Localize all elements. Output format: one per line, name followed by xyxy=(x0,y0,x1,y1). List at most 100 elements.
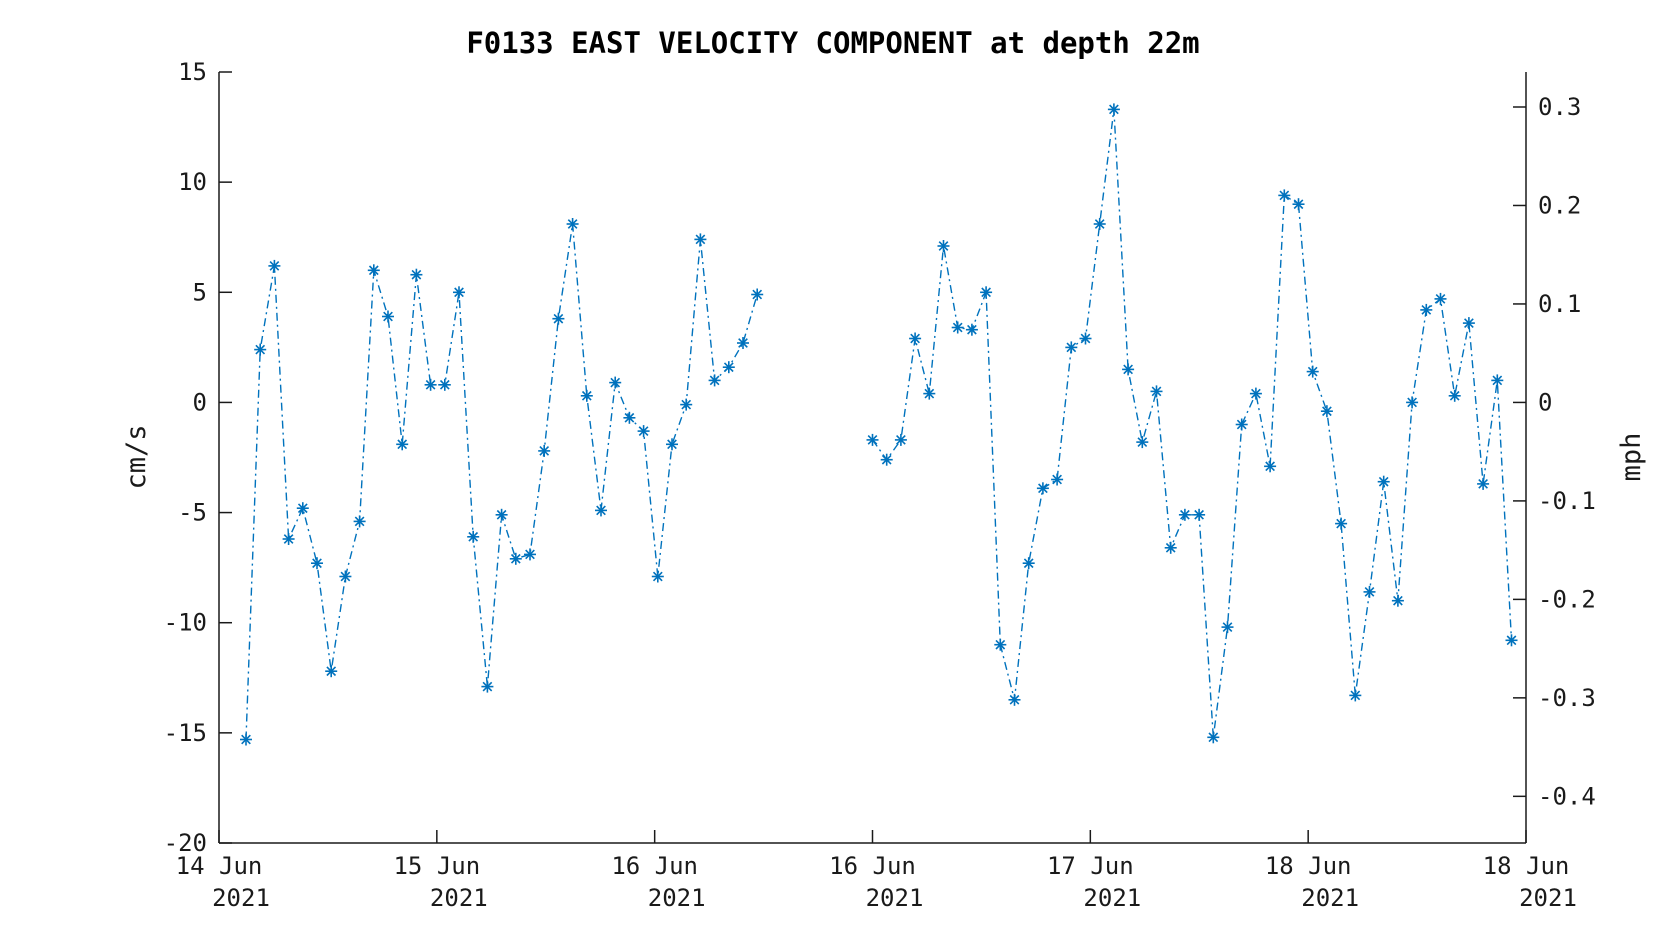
y2-tick-label: 0.2 xyxy=(1538,191,1581,219)
data-point xyxy=(495,508,508,521)
chart-title: F0133 EAST VELOCITY COMPONENT at depth 2… xyxy=(466,26,1199,60)
y2-tick-label: -0.4 xyxy=(1538,782,1596,810)
data-point xyxy=(382,310,394,323)
data-point xyxy=(980,286,993,299)
data-point xyxy=(1221,621,1234,634)
x-tick-day: 16 Jun xyxy=(611,852,698,880)
data-point xyxy=(1178,508,1191,521)
data-point xyxy=(1491,374,1504,387)
y2-tick-label: -0.1 xyxy=(1538,487,1596,515)
data-point xyxy=(951,321,964,334)
x-tick-year: 2021 xyxy=(430,884,488,912)
y-tick-label: -5 xyxy=(178,499,207,527)
y-tick-label: -15 xyxy=(164,719,207,747)
x-tick-day: 14 Jun xyxy=(176,852,263,880)
y2-axis-label: mph xyxy=(1616,433,1647,482)
data-point xyxy=(282,533,295,545)
data-point xyxy=(1235,418,1248,431)
x-tick-year: 2021 xyxy=(866,884,924,912)
data-point xyxy=(894,433,907,446)
data-point xyxy=(1193,508,1206,521)
data-point xyxy=(580,389,593,402)
y-tick-label: -10 xyxy=(164,609,207,637)
x-tick-year: 2021 xyxy=(648,884,706,912)
data-point xyxy=(453,286,465,299)
data-point xyxy=(1505,634,1518,647)
data-point xyxy=(1292,198,1305,211)
data-point xyxy=(708,374,721,387)
data-point xyxy=(937,240,950,252)
data-point xyxy=(1065,341,1078,354)
y2-tick-label: -0.3 xyxy=(1538,684,1596,712)
data-point xyxy=(694,233,707,246)
data-point xyxy=(438,378,451,391)
data-point xyxy=(994,638,1007,651)
data-point xyxy=(651,570,664,583)
y-tick-label: 5 xyxy=(193,278,207,306)
data-point xyxy=(1264,460,1277,473)
data-point xyxy=(1477,477,1490,490)
data-point xyxy=(1150,385,1163,398)
data-point xyxy=(666,438,678,451)
data-point xyxy=(1349,689,1362,702)
data-point xyxy=(909,332,922,345)
data-point xyxy=(1462,317,1475,330)
data-point xyxy=(524,548,536,561)
data-point xyxy=(1406,396,1419,409)
x-tick-year: 2021 xyxy=(212,884,270,912)
series-line xyxy=(871,109,1513,738)
y-axis-ticks: 15 10 5 0 -5 -10 -15 -20 xyxy=(164,58,232,857)
data-point xyxy=(311,557,323,570)
y2-axis-ticks: 0.3 0.2 0.1 0 -0.1 -0.2 -0.3 -0.4 xyxy=(1513,93,1596,810)
x-tick-year: 2021 xyxy=(1083,884,1141,912)
data-point xyxy=(722,361,735,374)
data-point xyxy=(751,288,764,301)
data-point xyxy=(609,376,622,389)
data-point xyxy=(1122,363,1135,376)
data-point xyxy=(325,665,338,678)
data-point xyxy=(538,444,551,457)
y2-tick-label: 0.1 xyxy=(1538,290,1581,318)
data-point xyxy=(339,570,352,583)
data-point xyxy=(923,387,936,400)
data-point xyxy=(637,425,650,438)
y2-tick-label: -0.2 xyxy=(1538,585,1596,613)
data-point xyxy=(1036,482,1049,495)
data-point xyxy=(481,680,494,693)
data-point xyxy=(1320,405,1333,418)
data-point xyxy=(410,268,423,281)
data-point xyxy=(965,323,978,336)
data-point xyxy=(623,411,636,424)
y-tick-label: 10 xyxy=(178,168,207,196)
series-line xyxy=(245,223,758,740)
data-point xyxy=(1107,103,1120,116)
data-point xyxy=(866,433,879,446)
x-axis-ticks: 14 Jun 2021 15 Jun 2021 16 Jun 2021 16 Jun 2021… xyxy=(176,830,1577,912)
data-point xyxy=(1249,387,1262,400)
data-point xyxy=(1164,541,1177,554)
y2-tick-label: 0.3 xyxy=(1538,93,1581,121)
data-point xyxy=(552,312,565,325)
y-tick-label: -20 xyxy=(164,829,207,857)
data-point xyxy=(1335,517,1348,530)
data-point xyxy=(1079,332,1092,345)
x-tick-year: 2021 xyxy=(1301,884,1359,912)
data-point xyxy=(1363,585,1376,598)
data-point xyxy=(424,378,437,391)
data-point xyxy=(1448,389,1461,402)
y2-tick-label: 0 xyxy=(1538,388,1552,416)
y-tick-label: 0 xyxy=(193,388,207,416)
data-point xyxy=(1207,731,1220,744)
data-point xyxy=(240,733,252,746)
data-point xyxy=(680,398,693,411)
data-point xyxy=(467,530,480,543)
data-point xyxy=(1136,436,1149,449)
y-axis-label: cm/s xyxy=(121,424,152,489)
x-tick-day: 16 Jun xyxy=(829,852,916,880)
data-point xyxy=(1306,365,1319,378)
data-point xyxy=(880,453,893,466)
x-tick-day: 18 Jun xyxy=(1483,852,1570,880)
x-tick-year: 2021 xyxy=(1519,884,1577,912)
data-point xyxy=(737,337,749,349)
